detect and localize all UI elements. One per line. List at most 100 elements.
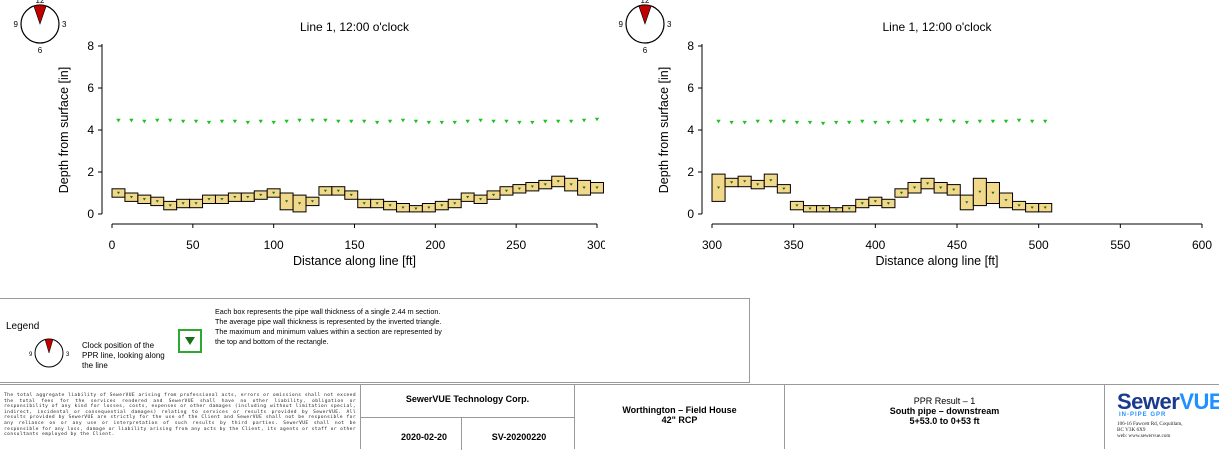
chart-title: Line 1, 12:00 o'clock [882, 20, 992, 34]
chart-left: 12 3 6 9 Line 1, 12:00 o'clock 0 2 4 6 8 0 50 100 150… [14, 0, 605, 268]
average-thickness-marker [284, 119, 289, 124]
average-thickness-marker [820, 121, 826, 126]
box-average-marker [1004, 199, 1008, 202]
legend-triangle-box [178, 329, 202, 353]
logo-accent: VUE [1179, 389, 1219, 414]
box-average-marker [466, 196, 470, 199]
average-thickness-marker [362, 119, 367, 124]
x-tick-label: 450 [947, 238, 967, 252]
average-thickness-marker [374, 120, 380, 125]
wall-thickness-series [111, 175, 604, 213]
box-average-marker [1043, 206, 1047, 209]
chart0-clock-icon: 12 3 6 9 [14, 0, 67, 55]
average-thickness-marker [781, 119, 787, 124]
average-thickness-marker [504, 119, 509, 124]
box-average-marker [336, 189, 340, 193]
average-thickness-marker [478, 118, 483, 123]
average-thickness-marker [116, 118, 121, 123]
box-average-marker [440, 204, 444, 207]
average-thickness-series [716, 118, 1048, 126]
average-thickness-marker [323, 118, 328, 123]
box-average-marker [899, 191, 904, 195]
chart-title: Line 1, 12:00 o'clock [300, 20, 410, 34]
box-average-marker [453, 202, 457, 205]
average-thickness-marker [426, 120, 432, 125]
average-thickness-marker [990, 119, 996, 124]
address-web: web: www.sewervue.com [1117, 433, 1171, 440]
box-average-marker [991, 191, 995, 195]
wall-thickness-series [711, 173, 1053, 213]
average-thickness-marker [794, 120, 800, 125]
box-average-marker [479, 198, 483, 201]
average-thickness-marker [413, 119, 419, 124]
average-thickness-marker [530, 120, 535, 125]
box-average-marker [821, 207, 825, 210]
x-tick-label: 400 [865, 238, 885, 252]
average-thickness-marker [258, 119, 263, 124]
legend-description: Each box represents the pipe wall thickn… [215, 307, 442, 346]
x-tick-label: 500 [1029, 238, 1049, 252]
average-thickness-marker [1016, 118, 1022, 123]
box-average-marker [834, 208, 838, 211]
x-axis-label: Distance along line [ft] [293, 254, 416, 268]
average-thickness-marker [517, 120, 522, 125]
box-average-marker [349, 193, 353, 197]
average-thickness-marker [400, 118, 406, 123]
box-average-marker [181, 202, 185, 205]
box-average-marker [246, 196, 250, 199]
legend-clock-text: Clock position of the PPR line, looking … [82, 341, 165, 370]
average-thickness-marker [977, 119, 983, 124]
box-average-marker [978, 190, 982, 194]
clock-label-n3: 3 [62, 20, 67, 29]
y-tick-label: 2 [87, 165, 94, 179]
chart1-clock-icon: 12 3 6 9 [619, 0, 672, 55]
average-thickness-marker [271, 120, 276, 125]
clock-label-n3: 3 [667, 20, 672, 29]
box-average-marker [297, 202, 302, 205]
legend-panel: Legend 9 3 Clock position of the PPR lin… [0, 298, 750, 383]
y-tick-label: 8 [687, 39, 694, 53]
box-average-marker [543, 183, 547, 186]
average-thickness-marker [155, 118, 160, 123]
chart-right: 12 3 6 9 Line 1, 12:00 o'clock 0 2 4 6 8 300 350 400… [619, 0, 1213, 268]
company-address: 106-16 Fawcett Rd, Coquitlam, BC V3K 6X9… [1117, 421, 1183, 440]
clock-position-wedge [638, 4, 652, 25]
average-thickness-marker [594, 117, 600, 122]
box-average-marker [504, 189, 509, 193]
x-tick-label: 150 [344, 238, 364, 252]
average-thickness-marker [716, 119, 721, 124]
average-thickness-marker [951, 119, 956, 124]
report-date: 2020-02-20 [401, 432, 448, 442]
address-line-1: 106-16 Fawcett Rd, Coquitlam, [1117, 421, 1183, 427]
box-average-marker [782, 187, 786, 190]
box-average-marker [323, 189, 327, 193]
box-average-marker [952, 188, 956, 192]
average-thickness-marker [729, 120, 734, 125]
average-thickness-marker [899, 119, 904, 124]
result-location: South pipe – downstream [889, 406, 1000, 416]
legend-clock-3: 3 [66, 352, 70, 358]
average-thickness-marker [310, 118, 315, 123]
y-axis-label: Depth from surface [in] [57, 67, 71, 193]
box-average-marker [142, 198, 146, 201]
box-average-marker [285, 200, 289, 203]
box-average-marker [517, 187, 521, 190]
box-average-marker [220, 198, 224, 201]
x-tick-label: 300 [702, 238, 722, 252]
result-cell: PPR Result – 1 South pipe – downstream 5… [784, 385, 1104, 449]
logo-cell: SewerVUE IN-PIPE GPR 106-16 Fawcett Rd, … [1104, 385, 1219, 449]
legend-clock-9: 9 [29, 352, 33, 358]
box-average-marker [401, 206, 405, 209]
box-average-marker [716, 186, 721, 189]
box-average-marker [569, 183, 573, 186]
average-thickness-marker [219, 119, 225, 124]
y-tick-label: 8 [87, 39, 94, 53]
average-thickness-marker [912, 119, 917, 124]
average-thickness-marker [860, 119, 865, 124]
x-tick-label: 250 [506, 238, 526, 252]
project-name: Worthington – Field House [622, 405, 737, 415]
average-thickness-marker [193, 119, 199, 124]
box-average-marker [259, 193, 263, 197]
clock-label-n6: 6 [643, 46, 648, 55]
box-average-marker [427, 206, 431, 209]
